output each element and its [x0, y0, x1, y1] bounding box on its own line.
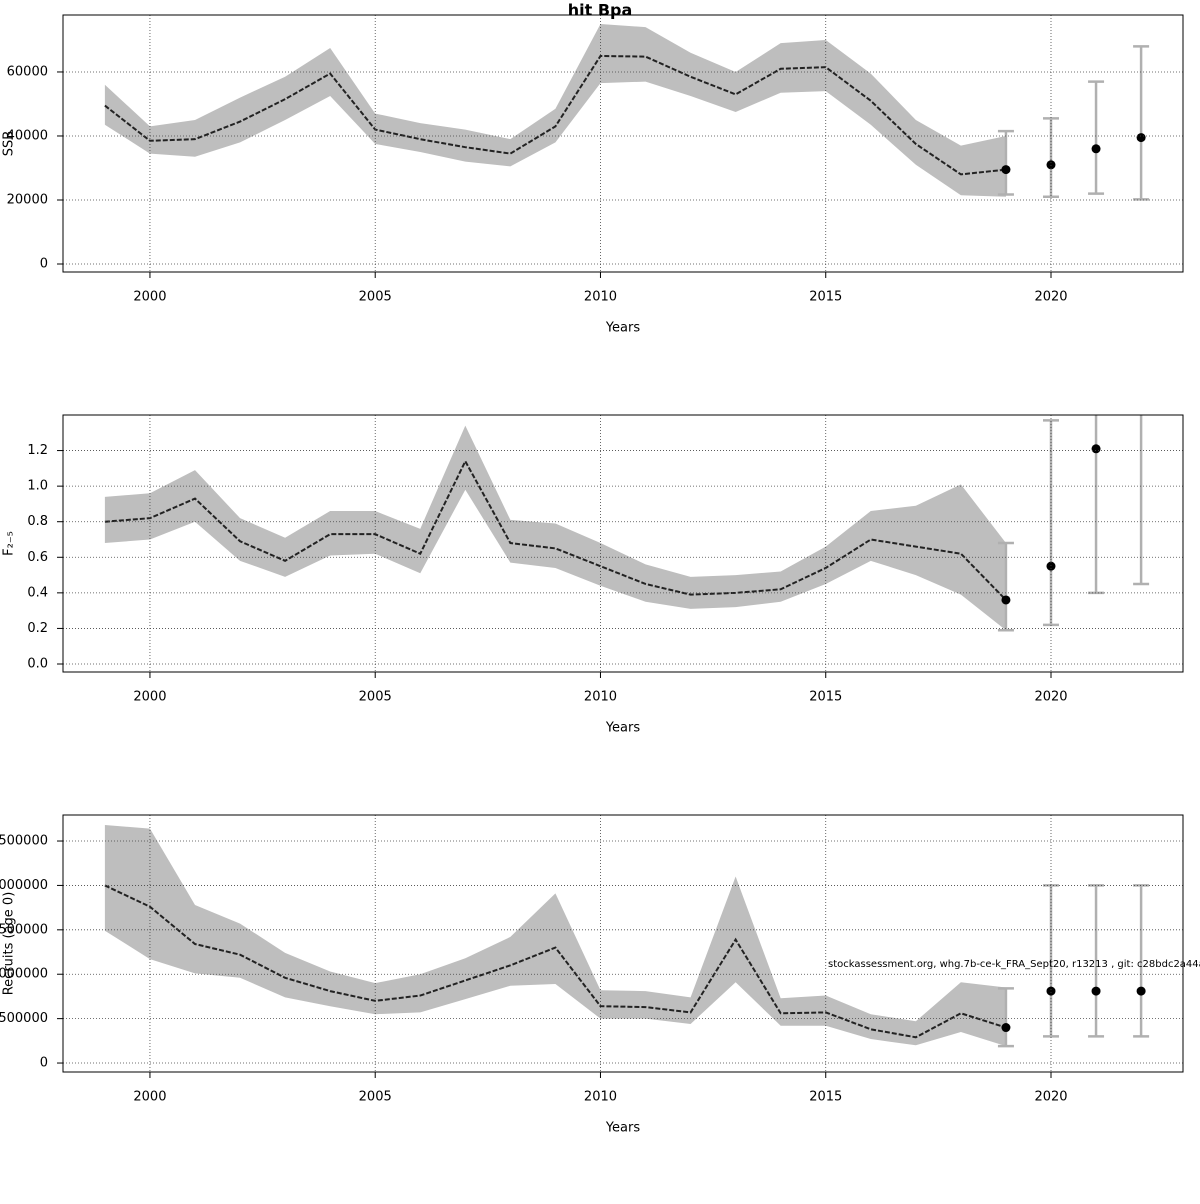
y-tick-label: 0.2 [27, 621, 48, 636]
plot-area [104, 825, 1150, 1048]
x-tick-label: 2000 [133, 290, 166, 305]
y-tick-label: 2000000 [0, 878, 48, 893]
forecast-point [1046, 160, 1056, 170]
x-tick-label: 2005 [359, 690, 392, 705]
y-tick-label: 2500000 [0, 834, 48, 849]
x-tick-label: 2005 [359, 1090, 392, 1105]
x-tick-label: 2010 [584, 690, 617, 705]
y-axis-label: SSB [2, 131, 17, 156]
x-tick-label: 2010 [584, 290, 617, 305]
y-tick-label: 40000 [7, 128, 48, 143]
y-tick-label: 1500000 [0, 922, 48, 937]
panel: 2000 2005 2010 2015 2020 0.0 0.2 0.4 0.6 0.8 1.0 1.… [2, 384, 1184, 736]
forecast-point [1001, 595, 1011, 605]
y-tick-label: 20000 [7, 192, 48, 207]
estimate-line [104, 459, 1007, 601]
x-axis-label: Years [605, 721, 641, 736]
forecast-point [1091, 986, 1101, 996]
x-tick-label: 2015 [809, 1090, 842, 1105]
panel: 2000 2005 2010 2015 2020 0 500000 1000000 150000… [0, 814, 1200, 1136]
y-tick-label: 0 [40, 256, 48, 271]
plot-frame [62, 414, 1184, 673]
x-tick-label: 2015 [809, 690, 842, 705]
confidence-band [104, 425, 1006, 631]
x-axis-label: Years [605, 321, 641, 336]
y-tick-label: 1000000 [0, 967, 48, 982]
estimate-line [104, 54, 1007, 176]
y-tick-label: 0 [40, 1056, 48, 1071]
estimate-line [104, 884, 1007, 1039]
forecast-point [1136, 133, 1146, 143]
forecast-point [1136, 986, 1146, 996]
x-tick-label: 2015 [809, 290, 842, 305]
y-tick-label: 0.8 [27, 514, 48, 529]
forecast-point [1137, 384, 1146, 393]
x-tick-label: 2005 [359, 290, 392, 305]
y-axis-label: Recruits (age 0) [2, 892, 17, 996]
x-tick-label: 2020 [1034, 290, 1067, 305]
plot-area [104, 23, 1150, 201]
plot-frame [62, 814, 1184, 1073]
forecast-point [1046, 561, 1056, 571]
y-tick-label: 500000 [0, 1011, 48, 1026]
plot-area [104, 384, 1150, 632]
x-axis-label: Years [605, 1121, 641, 1136]
y-tick-label: 0.0 [27, 656, 48, 671]
y-tick-label: 0.6 [27, 550, 48, 565]
forecast-point [1046, 986, 1056, 996]
x-tick-label: 2000 [133, 690, 166, 705]
x-tick-label: 2010 [584, 1090, 617, 1105]
chart-title: hit Bpa [568, 1, 633, 20]
y-tick-label: 60000 [7, 64, 48, 79]
x-tick-label: 2020 [1034, 1090, 1067, 1105]
forecast-point [1091, 144, 1101, 154]
confidence-band [104, 23, 1006, 197]
y-axis-label: F₂₋₅ [2, 531, 17, 556]
annotation: stockassessment.org, whg.7b-ce-k_FRA_Sep… [828, 959, 1200, 970]
x-tick-label: 2000 [133, 1090, 166, 1105]
forecast-point [1091, 444, 1101, 454]
confidence-band [104, 825, 1006, 1047]
x-tick-label: 2020 [1034, 690, 1067, 705]
y-tick-label: 1.0 [27, 479, 48, 494]
forecast-point [1001, 1023, 1011, 1033]
y-tick-label: 1.2 [27, 443, 48, 458]
panel: 2000 2005 2010 2015 2020 0 20000 40000 60000 Year… [2, 14, 1184, 336]
y-tick-label: 0.4 [27, 585, 48, 600]
plot-frame [62, 14, 1184, 273]
forecast-point [1001, 165, 1011, 175]
